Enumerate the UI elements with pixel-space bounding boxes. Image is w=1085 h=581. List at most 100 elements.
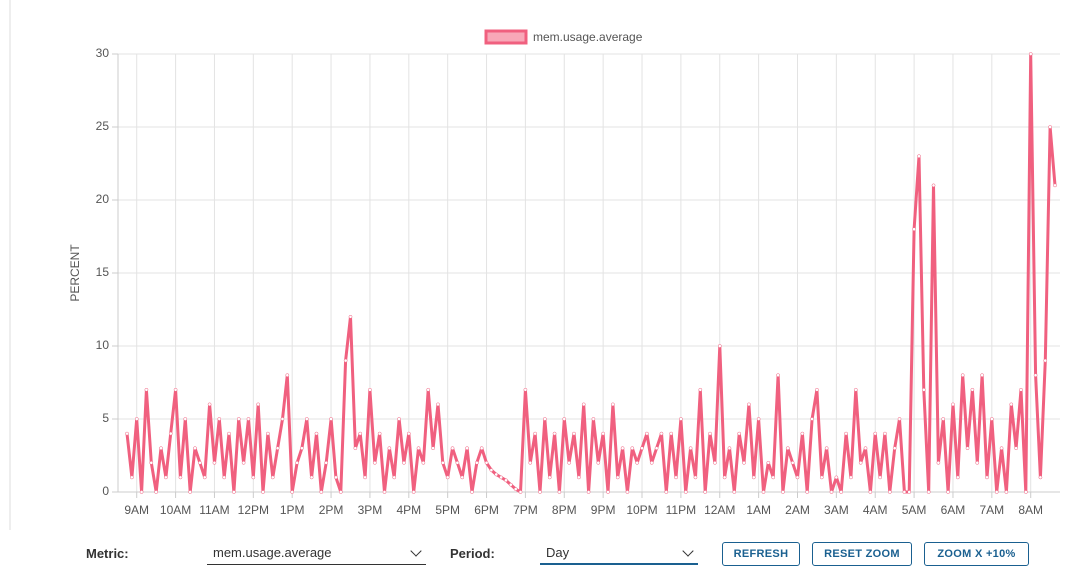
data-point bbox=[484, 460, 489, 465]
data-point bbox=[586, 490, 591, 494]
data-point bbox=[232, 490, 236, 494]
data-point bbox=[785, 446, 790, 451]
data-point bbox=[649, 460, 654, 465]
data-point bbox=[222, 475, 227, 480]
data-point bbox=[819, 475, 824, 480]
data-point bbox=[776, 373, 780, 378]
x-tick-label: 8AM bbox=[1018, 503, 1043, 517]
data-point bbox=[771, 475, 776, 480]
data-point bbox=[455, 460, 460, 465]
data-point bbox=[645, 431, 649, 436]
zoom-button[interactable]: ZOOM X +10% bbox=[924, 542, 1029, 566]
data-point bbox=[557, 490, 562, 494]
data-point bbox=[679, 417, 683, 421]
y-tick-label: 10 bbox=[96, 338, 110, 352]
data-point bbox=[319, 490, 324, 494]
x-tick-label: 10PM bbox=[626, 503, 657, 517]
data-point bbox=[824, 446, 829, 451]
data-point bbox=[858, 460, 863, 465]
x-tick-label: 5PM bbox=[435, 503, 460, 517]
data-point bbox=[946, 490, 950, 494]
data-point bbox=[513, 487, 518, 491]
data-point bbox=[630, 446, 635, 451]
data-point bbox=[980, 373, 984, 378]
x-tick-label: 8PM bbox=[552, 503, 577, 517]
data-point bbox=[839, 490, 844, 494]
data-point bbox=[343, 358, 348, 363]
x-tick-label: 12PM bbox=[238, 503, 269, 517]
metric-label: Metric: bbox=[86, 546, 129, 561]
data-point bbox=[732, 490, 737, 494]
x-tick-label: 4AM bbox=[863, 503, 888, 517]
data-point bbox=[878, 475, 882, 480]
data-point bbox=[829, 490, 834, 494]
metric-select[interactable]: mem.usage.average bbox=[207, 545, 426, 565]
data-point bbox=[426, 387, 431, 392]
data-point bbox=[538, 490, 542, 494]
x-tick-label: 11PM bbox=[666, 503, 696, 517]
data-point bbox=[348, 314, 353, 319]
data-point bbox=[989, 417, 994, 421]
data-point bbox=[960, 373, 965, 378]
data-point bbox=[251, 475, 256, 480]
data-point bbox=[810, 417, 814, 421]
data-point bbox=[713, 460, 717, 465]
data-point bbox=[431, 446, 435, 451]
chevron bbox=[410, 545, 422, 557]
y-tick-label: 30 bbox=[96, 46, 110, 60]
data-point bbox=[581, 402, 586, 407]
data-point bbox=[674, 475, 678, 480]
data-point bbox=[577, 475, 581, 480]
data-point bbox=[372, 460, 377, 465]
data-point bbox=[800, 431, 805, 436]
data-point bbox=[377, 431, 382, 436]
data-point bbox=[261, 490, 265, 494]
data-point bbox=[611, 402, 615, 407]
data-point bbox=[168, 431, 173, 436]
data-point bbox=[416, 446, 421, 451]
data-point bbox=[751, 475, 756, 480]
data-point bbox=[1009, 402, 1014, 407]
data-point bbox=[994, 490, 999, 494]
data-point bbox=[406, 431, 411, 436]
data-point bbox=[805, 490, 810, 494]
data-point bbox=[300, 446, 304, 451]
data-point bbox=[703, 490, 708, 494]
data-point bbox=[912, 227, 916, 232]
data-point bbox=[698, 387, 703, 392]
data-point bbox=[756, 417, 761, 421]
data-point bbox=[951, 402, 955, 407]
data-point bbox=[304, 417, 309, 421]
x-tick-label: 1PM bbox=[280, 503, 305, 517]
data-point bbox=[868, 490, 873, 494]
x-tick-label: 6PM bbox=[474, 503, 499, 517]
legend-label: mem.usage.average bbox=[533, 30, 643, 44]
data-point bbox=[149, 460, 154, 465]
x-tick-label: 2AM bbox=[785, 503, 810, 517]
data-point bbox=[188, 490, 193, 494]
data-point bbox=[207, 402, 212, 407]
data-point bbox=[766, 460, 771, 465]
data-point bbox=[567, 460, 571, 465]
data-point bbox=[460, 475, 465, 480]
data-point bbox=[246, 417, 251, 421]
data-point bbox=[781, 490, 785, 494]
data-point bbox=[591, 417, 596, 421]
data-point bbox=[683, 490, 688, 494]
y-axis-label: PERCENT bbox=[68, 244, 82, 302]
data-point bbox=[931, 183, 936, 188]
data-point bbox=[183, 417, 188, 421]
data-point bbox=[402, 460, 406, 465]
period-select[interactable]: Day bbox=[540, 545, 698, 565]
reset-zoom-button[interactable]: RESET ZOOM bbox=[812, 542, 912, 566]
data-point bbox=[737, 431, 742, 436]
refresh-button[interactable]: REFRESH bbox=[722, 542, 800, 566]
data-point bbox=[382, 490, 387, 494]
data-point bbox=[955, 475, 960, 480]
data-point bbox=[717, 344, 722, 348]
x-tick-label: 12AM bbox=[704, 503, 735, 517]
data-point bbox=[1014, 446, 1018, 451]
data-point bbox=[450, 446, 455, 451]
y-tick-label: 15 bbox=[96, 265, 110, 279]
